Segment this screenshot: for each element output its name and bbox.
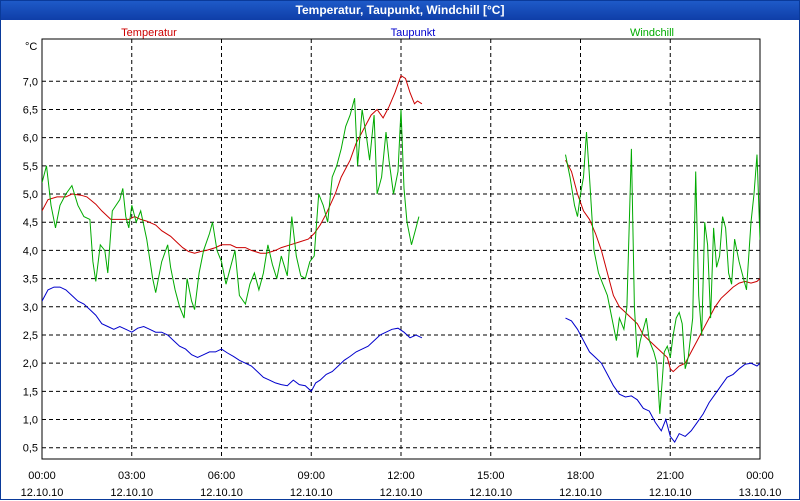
- x-tick-time: 12:00: [387, 470, 415, 482]
- x-axis-ticks: 00:00 12.10.10 03:00 12.10.10 06:00 12.10.10 0…: [21, 470, 782, 499]
- series-line-windchill: [42, 98, 420, 319]
- x-tick-time: 03:00: [118, 470, 146, 482]
- x-tick-time: 21:00: [656, 470, 684, 482]
- x-tick-time: 18:00: [567, 470, 595, 482]
- y-tick-label: 1,0: [23, 415, 38, 427]
- x-tick-date: 13.10.10: [739, 487, 782, 499]
- y-tick-label: 6,5: [23, 104, 38, 116]
- x-tick-date: 12.10.10: [290, 487, 333, 499]
- y-tick-label: 2,5: [23, 330, 38, 342]
- grid-lines: [42, 39, 760, 459]
- y-tick-label: 6,0: [23, 133, 38, 145]
- x-tick-date: 12.10.10: [110, 487, 153, 499]
- y-tick-label: 3,5: [23, 274, 38, 286]
- x-tick-time: 00:00: [746, 470, 774, 482]
- series-line-temperatur: [42, 74, 423, 254]
- y-axis-unit: °C: [25, 41, 37, 53]
- x-tick-time: 15:00: [477, 470, 505, 482]
- series-line-taupunkt: [42, 286, 423, 393]
- series-line-taupunkt: [565, 317, 760, 444]
- series-layer: [42, 74, 760, 444]
- legend-taupunkt: Taupunkt: [391, 27, 436, 39]
- y-tick-label: 7,0: [23, 76, 38, 88]
- legend: Temperatur Taupunkt Windchill: [121, 27, 674, 39]
- x-tick-time: 06:00: [208, 470, 236, 482]
- x-tick-time: 09:00: [297, 470, 325, 482]
- x-tick-date: 12.10.10: [380, 487, 423, 499]
- x-tick-date: 12.10.10: [649, 487, 692, 499]
- y-tick-label: 2,0: [23, 358, 38, 370]
- series-line-windchill: [565, 131, 760, 414]
- x-tick-date: 12.10.10: [469, 487, 512, 499]
- x-tick-date: 12.10.10: [200, 487, 243, 499]
- y-tick-label: 0,5: [23, 443, 38, 455]
- y-tick-label: 5,5: [23, 161, 38, 173]
- legend-temperatur: Temperatur: [121, 27, 177, 39]
- y-tick-label: 4,0: [23, 245, 38, 257]
- window-title: Temperatur, Taupunkt, Windchill [°C]: [1, 1, 799, 20]
- series-line-temperatur: [565, 159, 760, 373]
- legend-windchill: Windchill: [630, 27, 674, 39]
- x-tick-date: 12.10.10: [21, 487, 64, 499]
- y-tick-label: 5,0: [23, 189, 38, 201]
- x-tick-time: 00:00: [28, 470, 56, 482]
- y-tick-label: 4,5: [23, 217, 38, 229]
- x-tick-date: 12.10.10: [559, 487, 602, 499]
- y-tick-label: 1,5: [23, 386, 38, 398]
- y-tick-label: 3,0: [23, 302, 38, 314]
- y-axis-ticks: 0,5 1,0 1,5 2,0 2,5 3,0 3,5 4,0 4,5 5,0 5,5 6,0 6,5 7…: [23, 76, 38, 454]
